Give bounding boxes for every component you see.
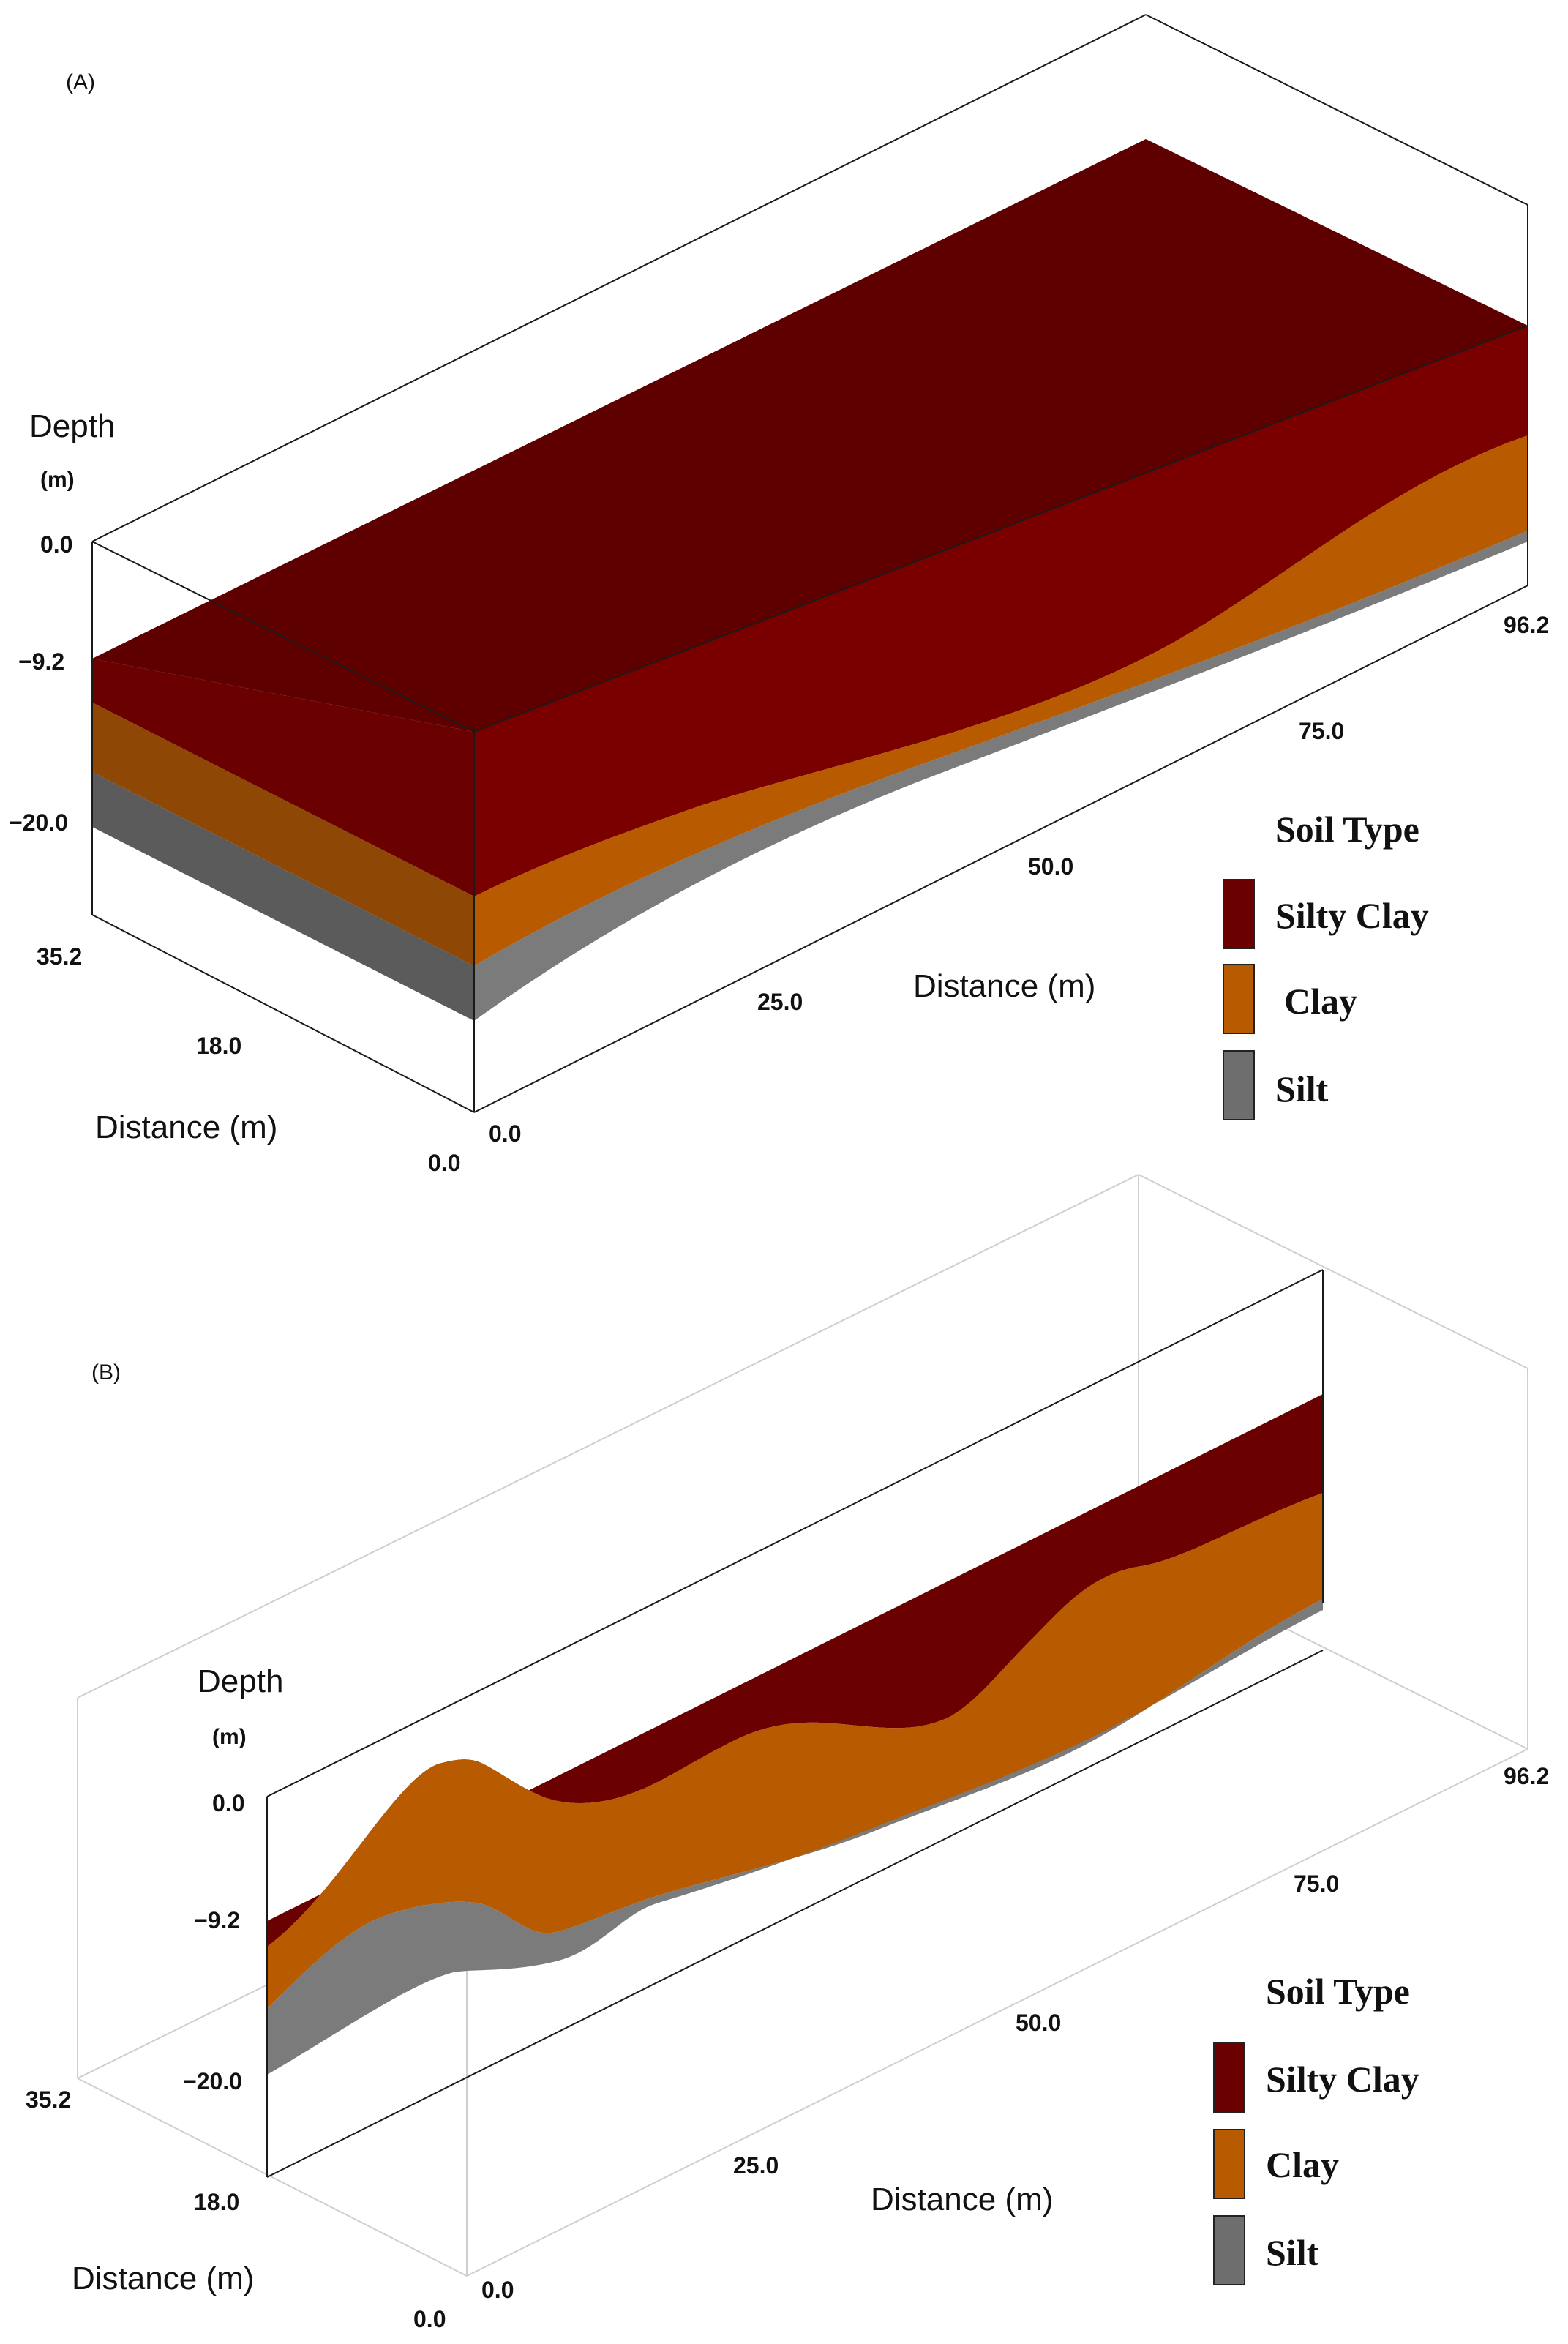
panel-b-x-axis-title: Distance (m): [871, 2182, 1053, 2217]
panel-a-depth-unit: (m): [40, 468, 75, 492]
panel-b-slice-silt: [267, 1599, 1323, 2075]
panel-a-legend-swatch-clay: [1223, 964, 1255, 1034]
panel-a-left-silty-clay: [92, 659, 474, 896]
panel-a-legend-label-silty-clay: Silty Clay: [1275, 895, 1429, 936]
panel-b-legend-label-silty-clay: Silty Clay: [1266, 2059, 1419, 2100]
panel-a-depth-tick: −20.0: [9, 809, 68, 836]
panel-a-x-tick: 0.0: [489, 1120, 521, 1147]
panel-a-label: (A): [66, 70, 95, 94]
panel-b-depth-tick: −20.0: [183, 2068, 242, 2094]
panel-a-left-clay: [92, 703, 474, 966]
panel-b-x-tick: 25.0: [733, 2152, 779, 2179]
panel-b-frame: [266, 1269, 1324, 2178]
panel-a-legend-swatch-silt: [1223, 1050, 1255, 1120]
panel-a-depth-tick: −9.2: [18, 648, 64, 675]
panel-b-depth-tick: 0.0: [212, 1790, 244, 1816]
panel-b: (B) Depth (m) 0.0 −9.2: [26, 1174, 1549, 2332]
panel-a-y-tick: 35.2: [37, 943, 82, 970]
panel-b-y-tick: 35.2: [26, 2086, 71, 2113]
panel-b-y-axis-title: Distance (m): [72, 2261, 254, 2296]
panel-a-x-tick: 96.2: [1504, 612, 1549, 638]
panel-a-x-tick: 50.0: [1028, 853, 1073, 880]
panel-b-depth-title: Depth: [198, 1663, 283, 1699]
panel-a-legend-swatch-silty-clay: [1223, 879, 1255, 949]
panel-a-left-silt: [92, 772, 474, 1021]
panel-b-legend-title: Soil Type: [1266, 1971, 1410, 2012]
panel-a-y-tick: 0.0: [428, 1150, 460, 1176]
panel-b-slice-silty-clay: [267, 1394, 1323, 1947]
panel-b-legend-label-clay: Clay: [1266, 2144, 1339, 2185]
panel-a-frame: [91, 14, 1528, 1113]
panel-b-slice-clay: [267, 1493, 1323, 2009]
panel-b-legend-label-silt: Silt: [1266, 2232, 1319, 2273]
panel-b-depth-unit: (m): [212, 1725, 247, 1749]
panel-b-label: (B): [91, 1360, 121, 1385]
panel-b-x-tick: 96.2: [1504, 1763, 1549, 1789]
panel-b-legend-swatch-silty-clay: [1213, 2042, 1245, 2113]
panel-a-legend-label-silt: Silt: [1275, 1068, 1329, 1109]
panel-a-legend-title: Soil Type: [1275, 809, 1419, 850]
panel-b-x-tick: 0.0: [481, 2277, 514, 2303]
panel-b-legend: Soil Type Silty Clay Clay Silt: [1213, 1971, 1419, 2285]
panel-a-y-tick: 18.0: [196, 1033, 241, 1059]
panel-b-x-tick: 75.0: [1294, 1871, 1339, 1897]
panel-b-depth-tick: −9.2: [194, 1907, 240, 1933]
panel-a: (A) Depth (m) 0.0 −9.2 −20.0 35.2: [9, 14, 1549, 1176]
panel-a-front-clay: [474, 435, 1528, 966]
panel-a-top-surface: [92, 139, 1528, 732]
panel-b-y-tick: 18.0: [194, 2189, 239, 2215]
panel-b-y-tick: 0.0: [413, 2306, 446, 2332]
panel-a-legend: Soil Type Silty Clay Clay Silt: [1223, 809, 1429, 1120]
panel-b-legend-swatch-silt: [1213, 2215, 1245, 2285]
panel-a-legend-label-clay: Clay: [1284, 981, 1357, 1022]
panel-a-depth-tick: 0.0: [40, 531, 72, 558]
panel-a-front-silty-clay: [474, 326, 1528, 896]
panel-a-x-axis-title: Distance (m): [913, 968, 1095, 1004]
panel-a-front-silt: [474, 531, 1528, 1021]
panel-b-x-tick: 50.0: [1016, 2010, 1061, 2036]
panel-a-x-tick: 25.0: [757, 989, 803, 1015]
panel-b-legend-swatch-clay: [1213, 2129, 1245, 2199]
panel-a-y-axis-title: Distance (m): [95, 1109, 277, 1145]
panel-a-x-tick: 75.0: [1299, 718, 1344, 744]
panel-a-depth-title: Depth: [29, 408, 115, 444]
